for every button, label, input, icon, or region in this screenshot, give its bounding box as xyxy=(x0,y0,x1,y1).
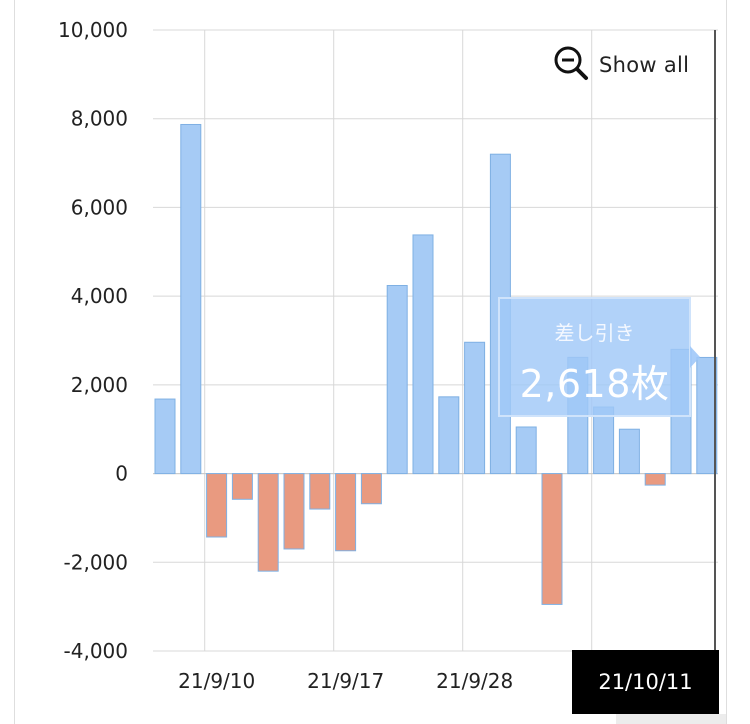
bar[interactable] xyxy=(180,123,202,475)
bar[interactable] xyxy=(231,473,253,500)
y-tick-label: 4,000 xyxy=(71,284,128,308)
bar[interactable] xyxy=(309,473,331,510)
bottom-strip xyxy=(616,714,726,724)
zoom-out-icon xyxy=(553,45,589,85)
bar[interactable] xyxy=(257,473,279,572)
bar[interactable] xyxy=(618,428,640,475)
bar[interactable] xyxy=(515,426,537,475)
bar[interactable] xyxy=(696,356,718,475)
bar[interactable] xyxy=(644,473,666,486)
x-tick-label: 21/9/17 xyxy=(307,669,384,693)
show-all-button[interactable]: Show all xyxy=(553,46,689,84)
x-tick-label: 21/9/10 xyxy=(178,669,255,693)
left-border xyxy=(14,0,15,724)
y-tick-label: 2,000 xyxy=(71,373,128,397)
value-tooltip: 差し引き 2,618枚 xyxy=(498,297,691,417)
bar[interactable] xyxy=(593,406,615,475)
tooltip-title: 差し引き xyxy=(554,321,635,345)
y-tick-label: 6,000 xyxy=(71,195,128,219)
y-tick-label: 8,000 xyxy=(71,107,128,131)
bar[interactable] xyxy=(438,396,460,475)
bar[interactable] xyxy=(464,341,486,475)
bar[interactable] xyxy=(386,284,408,475)
x-tick-label: 21/9/28 xyxy=(436,669,513,693)
y-tick-label: 0 xyxy=(115,462,128,486)
bar[interactable] xyxy=(283,473,305,550)
show-all-label: Show all xyxy=(599,53,690,77)
y-tick-label: -2,000 xyxy=(64,550,128,574)
bar[interactable] xyxy=(541,473,563,605)
bar[interactable] xyxy=(360,473,382,505)
tooltip-pointer xyxy=(690,346,700,368)
right-border xyxy=(726,0,727,724)
bar[interactable] xyxy=(154,398,176,475)
cursor-date-label: 21/10/11 xyxy=(572,650,719,714)
bar[interactable] xyxy=(206,473,228,538)
bar[interactable] xyxy=(412,234,434,475)
y-tick-label: 10,000 xyxy=(58,18,128,42)
tooltip-value: 2,618枚 xyxy=(519,362,670,406)
y-tick-label: -4,000 xyxy=(64,639,128,663)
bar[interactable] xyxy=(335,473,357,552)
